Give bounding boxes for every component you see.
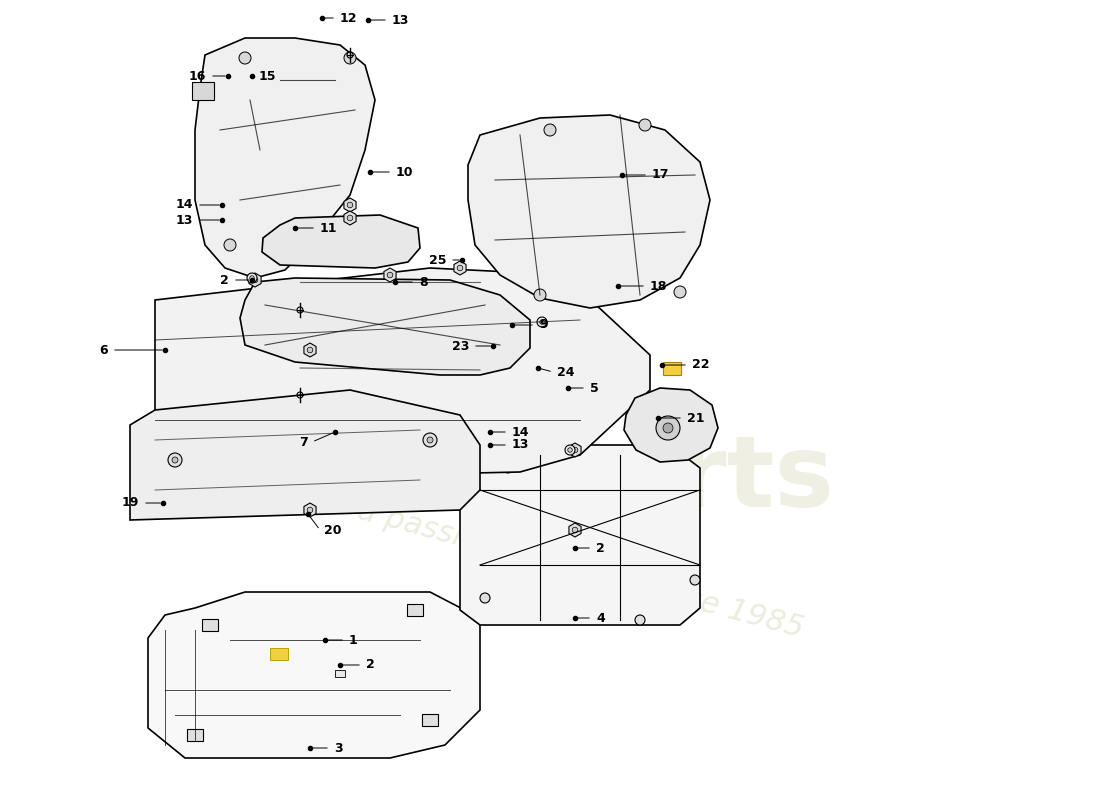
Text: 22: 22 — [692, 358, 710, 371]
Text: 9: 9 — [539, 318, 548, 331]
Circle shape — [172, 457, 178, 463]
Text: 2: 2 — [220, 274, 229, 286]
Text: 14: 14 — [512, 426, 529, 438]
Text: 16: 16 — [188, 70, 206, 82]
Circle shape — [572, 527, 578, 533]
Circle shape — [427, 437, 433, 443]
Circle shape — [656, 416, 680, 440]
Circle shape — [480, 593, 490, 603]
Text: 2: 2 — [366, 658, 375, 671]
Text: 20: 20 — [324, 523, 341, 537]
Circle shape — [348, 215, 353, 221]
Circle shape — [307, 507, 312, 513]
Text: 25: 25 — [429, 254, 446, 266]
Text: 21: 21 — [688, 411, 704, 425]
Bar — [270, 648, 288, 660]
Text: 24: 24 — [557, 366, 574, 378]
Text: 2: 2 — [596, 542, 605, 554]
Polygon shape — [240, 278, 530, 375]
Circle shape — [458, 266, 463, 270]
Bar — [202, 619, 218, 631]
Circle shape — [568, 448, 572, 452]
Circle shape — [304, 242, 316, 254]
Circle shape — [674, 286, 686, 298]
Circle shape — [635, 615, 645, 625]
Circle shape — [344, 52, 356, 64]
Text: 13: 13 — [176, 214, 192, 226]
Text: 6: 6 — [99, 343, 108, 357]
Polygon shape — [454, 261, 466, 275]
Circle shape — [663, 423, 673, 433]
Bar — [192, 82, 215, 100]
Polygon shape — [262, 215, 420, 268]
Text: 13: 13 — [392, 14, 409, 26]
Polygon shape — [304, 503, 316, 517]
Text: 23: 23 — [452, 339, 469, 353]
Circle shape — [654, 450, 666, 460]
Text: 14: 14 — [176, 198, 192, 211]
Polygon shape — [148, 592, 480, 758]
Circle shape — [544, 124, 556, 136]
Circle shape — [572, 447, 578, 453]
Circle shape — [307, 347, 312, 353]
Circle shape — [248, 273, 257, 283]
Polygon shape — [344, 198, 356, 212]
Circle shape — [239, 52, 251, 64]
Text: 10: 10 — [396, 166, 414, 178]
Polygon shape — [130, 390, 480, 520]
Polygon shape — [569, 523, 581, 537]
Polygon shape — [624, 388, 718, 462]
Polygon shape — [460, 445, 700, 625]
Circle shape — [537, 317, 547, 327]
Text: 5: 5 — [590, 382, 598, 394]
Circle shape — [387, 272, 393, 278]
Text: eurOparts: eurOparts — [265, 431, 835, 529]
Circle shape — [348, 202, 353, 208]
Circle shape — [690, 575, 700, 585]
Text: 15: 15 — [258, 70, 276, 82]
Polygon shape — [155, 268, 650, 480]
Text: 8: 8 — [419, 275, 428, 289]
Bar — [187, 729, 204, 741]
Polygon shape — [468, 115, 710, 308]
Text: 11: 11 — [320, 222, 338, 234]
Polygon shape — [195, 38, 375, 278]
Text: 13: 13 — [512, 438, 529, 451]
Circle shape — [224, 239, 236, 251]
Text: 7: 7 — [299, 435, 308, 449]
Bar — [422, 714, 438, 726]
Text: 1: 1 — [349, 634, 358, 646]
Bar — [336, 670, 345, 677]
Text: 18: 18 — [650, 279, 668, 293]
Text: 12: 12 — [340, 11, 358, 25]
Text: 17: 17 — [652, 169, 670, 182]
Bar — [407, 604, 424, 616]
Circle shape — [639, 119, 651, 131]
Bar — [663, 362, 681, 375]
Text: a passion for parts since 1985: a passion for parts since 1985 — [353, 496, 806, 644]
Polygon shape — [384, 268, 396, 282]
Polygon shape — [304, 343, 316, 357]
Circle shape — [252, 278, 257, 282]
Polygon shape — [249, 273, 261, 287]
Circle shape — [250, 276, 254, 280]
Circle shape — [503, 463, 513, 473]
Circle shape — [565, 445, 575, 455]
Polygon shape — [344, 211, 356, 225]
Text: 4: 4 — [596, 611, 605, 625]
Polygon shape — [569, 443, 581, 457]
Text: 19: 19 — [122, 497, 139, 510]
Text: 3: 3 — [334, 742, 342, 754]
Circle shape — [534, 289, 546, 301]
Circle shape — [424, 433, 437, 447]
Circle shape — [540, 320, 544, 324]
Circle shape — [168, 453, 182, 467]
